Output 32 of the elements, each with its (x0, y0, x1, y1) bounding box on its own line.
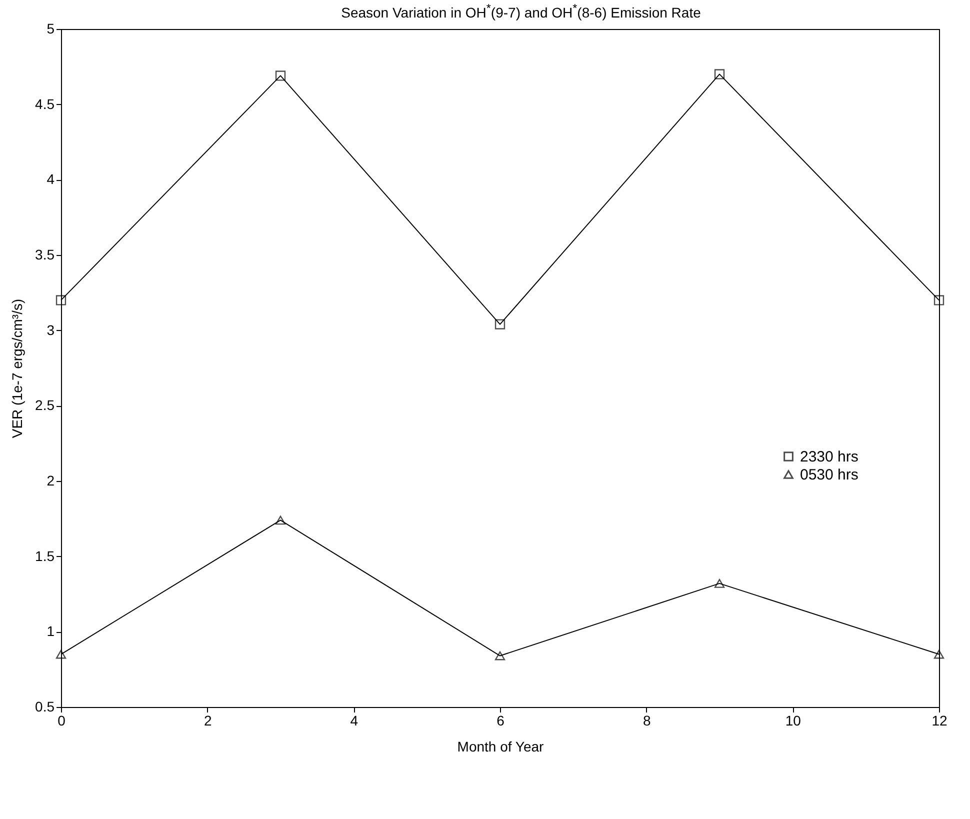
x-tick-label: 4 (350, 712, 358, 728)
y-tick-label: 5 (46, 20, 55, 36)
point (494, 651, 506, 660)
x-tick-label: 6 (496, 712, 505, 728)
y-tick-label: 3.5 (35, 246, 55, 262)
point (714, 69, 725, 80)
y-tick-label: 1.5 (35, 548, 55, 564)
point (494, 319, 506, 330)
point (275, 516, 286, 525)
x-tick-label: 10 (785, 712, 802, 728)
point (934, 650, 944, 659)
chart-title: Season Variation in OH$^{*}$(9-7) and OH$^{*}$(8-6) Emission Rate (340, 2, 702, 21)
point (275, 70, 286, 81)
x-tick-label: 12 (932, 712, 948, 728)
point (934, 295, 944, 306)
y-tick-label: 3 (46, 322, 55, 338)
y-axis-title: VER (1e-7 ergs/cm³/s) (9, 298, 26, 438)
y-tick-label: 2.5 (35, 397, 55, 414)
x-tick-label: 2 (204, 712, 212, 728)
y-tick-label: 2 (46, 472, 55, 488)
legend-label: 0530 hrs (800, 466, 858, 484)
y-tick-label: 0.5 (35, 698, 55, 714)
x-axis-title: Month of Year (457, 738, 544, 754)
x-tick-label: 8 (642, 712, 651, 728)
point (714, 578, 725, 588)
point (56, 295, 66, 306)
y-tick-label: 1 (46, 623, 55, 640)
y-tick-label: 4 (46, 171, 55, 188)
legend-label: 2330 hrs (800, 448, 858, 466)
point (56, 650, 66, 659)
x-tick-label: 0 (58, 712, 66, 728)
y-tick-label: 4.5 (35, 96, 55, 112)
